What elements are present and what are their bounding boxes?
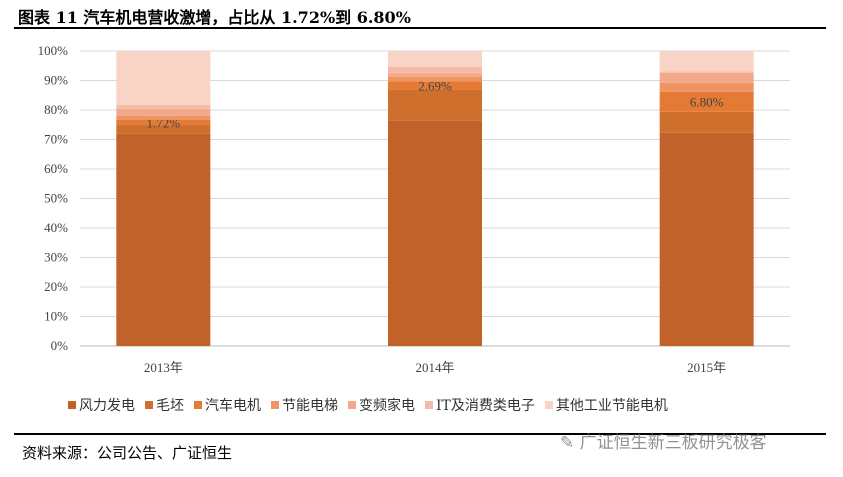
y-tick-label: 20% (44, 279, 68, 294)
bar-segment (388, 81, 482, 90)
bar-segment (659, 51, 754, 72)
bar-segment (388, 51, 482, 67)
legend-label: 毛坯 (156, 398, 184, 414)
bar-segment (116, 104, 211, 110)
y-tick-label: 30% (44, 250, 68, 265)
y-tick-label: 50% (44, 191, 68, 206)
legend-swatch (68, 401, 76, 409)
data-label: 2.69% (418, 78, 452, 93)
legend-label: IT及消费类电子 (436, 398, 535, 414)
bar-segment (116, 51, 211, 105)
y-tick-label: 70% (44, 132, 68, 147)
y-tick-label: 60% (44, 161, 68, 176)
legend-swatch (194, 401, 202, 409)
bar-segment (659, 72, 754, 83)
legend-label: 其他工业节能电机 (556, 398, 668, 414)
bar-segment (659, 91, 754, 112)
y-tick-label: 100% (38, 43, 69, 58)
bar-segment (116, 125, 211, 134)
legend-label: 汽车电机 (205, 397, 261, 414)
footer-divider (14, 433, 826, 435)
bar-segment (116, 119, 211, 126)
bar-segment (388, 120, 482, 346)
bar-segment (116, 109, 211, 116)
figure-title: 图表 11 汽车机电营收激增，占比从 1.72%到 6.80% (18, 8, 411, 27)
y-tick-label: 40% (44, 220, 68, 235)
legend-swatch (145, 401, 153, 409)
legend-swatch (425, 401, 433, 409)
bar-segment (388, 66, 482, 74)
y-tick-label: 80% (44, 102, 68, 117)
y-tick-label: 90% (44, 73, 68, 88)
x-tick-label: 2014年 (415, 360, 454, 375)
legend-label: 风力发电 (79, 398, 135, 414)
x-tick-label: 2015年 (687, 360, 726, 375)
bar-segment (116, 115, 211, 120)
legend-label: 节能电梯 (282, 398, 338, 414)
watermark-text: 广证恒生新三板研究极客 (579, 433, 767, 453)
bar-segment (659, 82, 754, 92)
y-tick-label: 10% (44, 309, 68, 324)
bar-segment (659, 111, 754, 133)
legend-swatch (271, 401, 279, 409)
y-tick-label: 0% (51, 338, 69, 353)
watermark: ✎ 广证恒生新三板研究极客 (560, 433, 767, 453)
x-tick-label: 2013年 (144, 360, 183, 375)
bar-segment (388, 73, 482, 77)
bar-segment (388, 89, 482, 121)
legend-label: 变频家电 (359, 397, 415, 414)
legend-swatch (544, 401, 553, 409)
bar-segment (388, 76, 482, 82)
data-label: 6.80% (690, 95, 724, 110)
title-divider (14, 27, 826, 29)
bar-segment (659, 71, 754, 73)
bar-segment (659, 132, 754, 346)
source-note: 资料来源：公司公告、广证恒生 (22, 444, 233, 462)
bar-segment (116, 133, 211, 346)
legend-swatch (348, 401, 356, 409)
